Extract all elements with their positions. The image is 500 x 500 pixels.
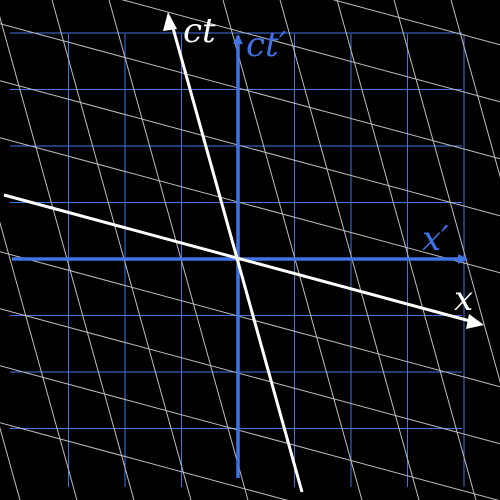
x-label: x: [454, 279, 473, 319]
ct-prime-label: ct′: [246, 25, 287, 65]
ct-label: ct: [183, 11, 216, 51]
x-prime-label: x′: [422, 219, 449, 259]
